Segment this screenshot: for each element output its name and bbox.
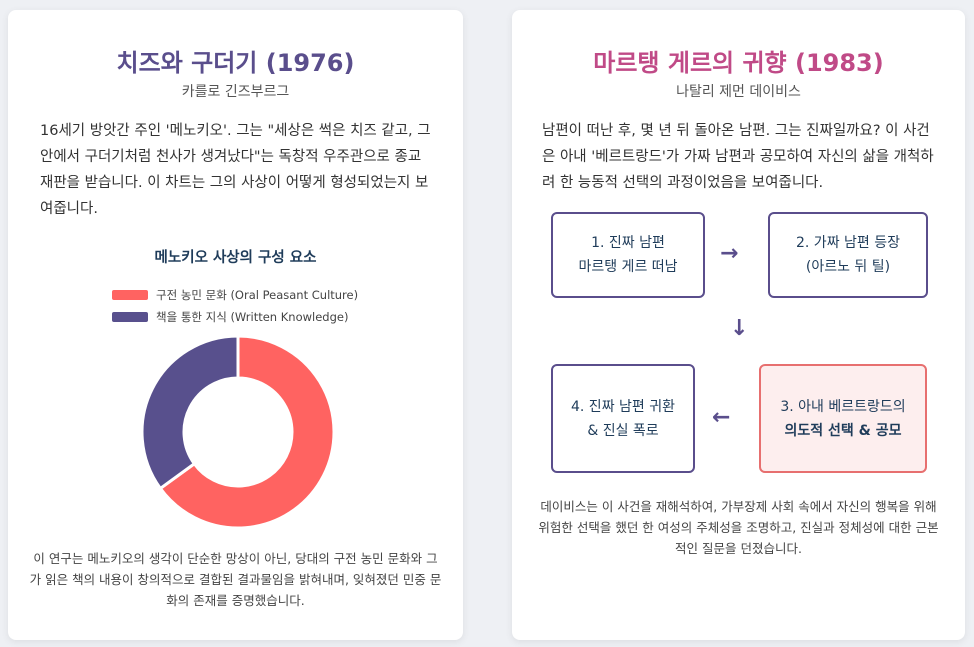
step-line: 3. 아내 베르트랑드의	[780, 398, 906, 415]
arrow-right-icon: →	[720, 241, 739, 266]
step-line: 4. 진짜 남편 귀환	[571, 398, 675, 415]
return-of-martin-guerre-card: 마르탱 게르의 귀향 (1983) 나탈리 제먼 데이비스 남편이 떠난 후, …	[512, 10, 965, 640]
legend-label: 구전 농민 문화 (Oral Peasant Culture)	[156, 288, 359, 302]
card-author: 나탈리 제먼 데이비스	[676, 84, 801, 100]
donut-slice[interactable]	[158, 334, 336, 530]
chart-title: 메노키오 사상의 구성 요소	[154, 250, 317, 266]
legend-label: 책을 통한 지식 (Written Knowledge)	[156, 310, 349, 324]
card-footnote: 데이비스는 이 사건을 재해석하여, 가부장제 사회 속에서 자신의 행복을 위…	[538, 499, 939, 556]
arrow-left-icon: ←	[712, 405, 731, 430]
flow-step-3: 3. 아내 베르트랑드의 의도적 선택 & 공모	[759, 364, 927, 473]
card-author: 카를로 긴즈부르그	[181, 84, 290, 100]
flow-step-2: 2. 가짜 남편 등장 (아르노 뒤 틸)	[768, 212, 928, 298]
legend-swatch	[112, 290, 148, 300]
step-line: 1. 진짜 남편	[591, 235, 665, 251]
chart-legend[interactable]: 구전 농민 문화 (Oral Peasant Culture) 책을 통한 지식 …	[112, 284, 358, 328]
card-footnote: 이 연구는 메노키오의 생각이 단순한 망상이 아닌, 당대의 구전 농민 문화…	[29, 551, 442, 608]
legend-item[interactable]: 책을 통한 지식 (Written Knowledge)	[112, 306, 358, 328]
card-title: 치즈와 구더기 (1976)	[116, 49, 355, 77]
cheese-and-worms-card: 치즈와 구더기 (1976) 카를로 긴즈부르그 16세기 방앗간 주인 '메노…	[8, 10, 463, 640]
donut-slice[interactable]	[140, 334, 240, 491]
flow-step-4: 4. 진짜 남편 귀환 & 진실 폭로	[551, 364, 695, 473]
card-description: 16세기 방앗간 주인 '메노키오'. 그는 "세상은 썩은 치즈 같고, 그 …	[40, 123, 431, 217]
legend-item[interactable]: 구전 농민 문화 (Oral Peasant Culture)	[112, 284, 358, 306]
arrow-down-icon: ↓	[730, 316, 749, 341]
step-line: 마르탱 게르 떠남	[578, 259, 678, 275]
step-line: 2. 가짜 남편 등장	[796, 235, 900, 251]
donut-chart[interactable]	[138, 332, 338, 532]
legend-swatch	[112, 312, 148, 322]
card-description: 남편이 떠난 후, 몇 년 뒤 돌아온 남편. 그는 진짜일까요? 이 사건은 …	[542, 123, 934, 191]
flow-step-1: 1. 진짜 남편 마르탱 게르 떠남	[551, 212, 705, 298]
step-line: 의도적 선택 & 공모	[784, 422, 902, 439]
step-line: (아르노 뒤 틸)	[805, 259, 891, 275]
card-title: 마르탱 게르의 귀향 (1983)	[593, 49, 884, 77]
step-line: & 진실 폭로	[587, 422, 659, 439]
